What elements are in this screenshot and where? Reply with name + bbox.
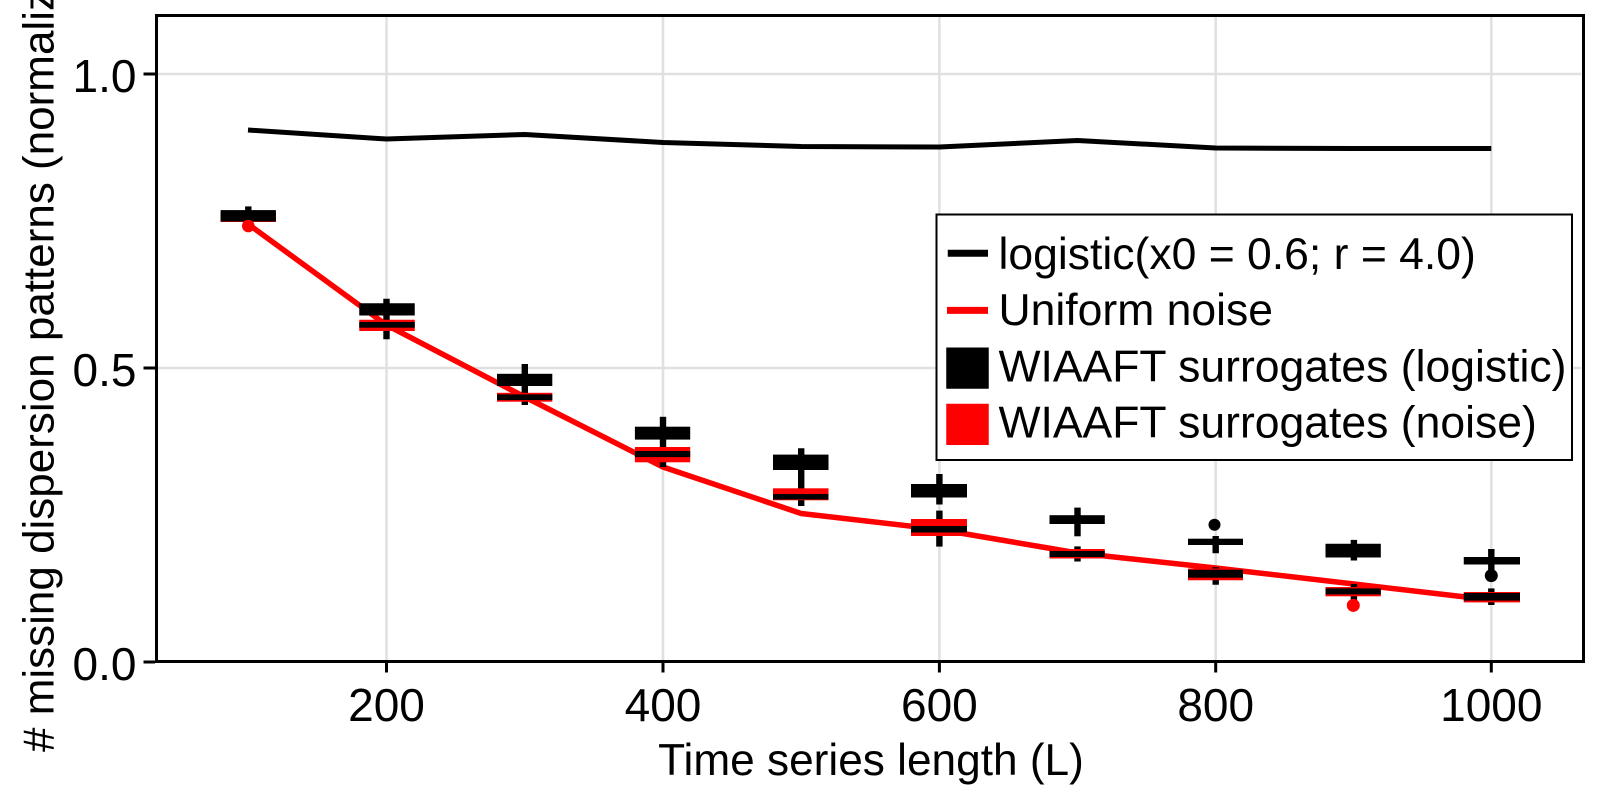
svg-text:WIAAFT surrogates (logistic): WIAAFT surrogates (logistic): [999, 343, 1567, 392]
svg-text:Uniform noise: Uniform noise: [999, 286, 1274, 335]
svg-text:logistic(x0 = 0.6; r = 4.0): logistic(x0 = 0.6; r = 4.0): [999, 230, 1476, 279]
svg-text:1.0: 1.0: [73, 50, 137, 102]
svg-text:0.5: 0.5: [73, 344, 137, 396]
svg-text:200: 200: [348, 679, 425, 731]
svg-text:600: 600: [901, 679, 978, 731]
svg-text:0.0: 0.0: [73, 638, 137, 690]
svg-text:# missing dispersion patterns: # missing dispersion patterns (normalize…: [15, 0, 64, 752]
svg-text:800: 800: [1177, 679, 1254, 731]
svg-text:WIAAFT surrogates (noise): WIAAFT surrogates (noise): [999, 399, 1537, 448]
svg-text:Time series length (L): Time series length (L): [658, 736, 1084, 785]
svg-text:400: 400: [625, 679, 702, 731]
svg-text:1000: 1000: [1440, 679, 1542, 731]
